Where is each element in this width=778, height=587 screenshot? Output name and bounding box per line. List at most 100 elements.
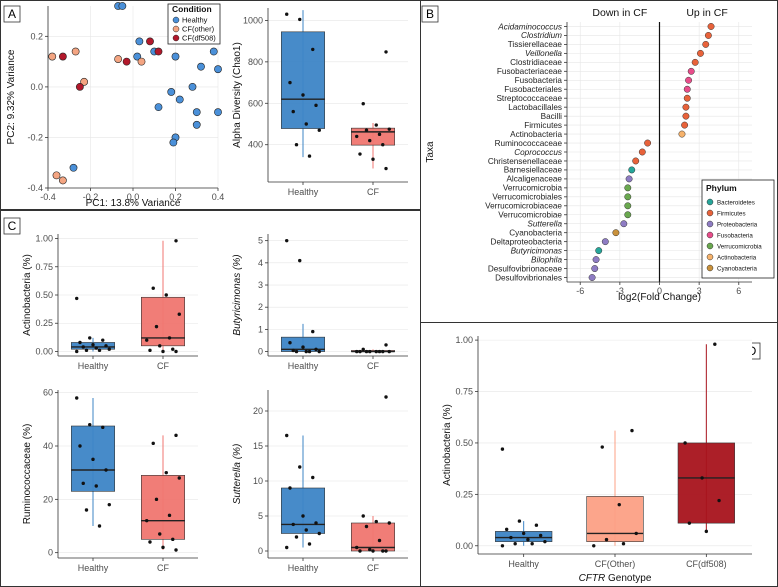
data-point xyxy=(381,349,385,354)
data-point xyxy=(517,519,522,523)
data-point xyxy=(158,532,162,536)
taxa-label: Alcaligenaceae xyxy=(506,175,562,184)
taxa-point xyxy=(678,130,686,138)
y-tick-label: 0.25 xyxy=(455,489,473,499)
data-point xyxy=(158,344,162,348)
legend-entry: CF(df508) xyxy=(182,34,216,43)
data-point xyxy=(164,293,168,297)
data-point xyxy=(361,102,365,106)
pca-point-cfdf508 xyxy=(154,47,163,56)
panel-letter-b: B xyxy=(426,7,434,21)
data-point xyxy=(364,128,369,132)
legend-swatch xyxy=(706,231,714,239)
data-point xyxy=(81,481,85,486)
legend-swatch xyxy=(172,34,180,42)
y-tick-label: 2 xyxy=(258,302,263,312)
data-point xyxy=(84,508,89,512)
sutterella-boxplot: 0 5 10 15 20 Healthy CF Sutterella (%) xyxy=(232,390,408,573)
legend-swatch xyxy=(706,253,714,261)
x-tick-label: 6 xyxy=(736,286,741,296)
taxa-point xyxy=(592,256,600,264)
taxa-label: Clostridium xyxy=(521,31,562,40)
taxa-point xyxy=(681,121,689,129)
data-point xyxy=(174,548,178,552)
taxa-point xyxy=(707,23,715,30)
data-point xyxy=(521,531,526,536)
taxa-point xyxy=(612,229,620,237)
taxa-point xyxy=(638,148,646,156)
taxa-point xyxy=(644,139,652,147)
x-tick-label: CF xyxy=(157,361,169,371)
data-point xyxy=(355,545,359,550)
data-point xyxy=(534,523,539,527)
butyricimonas-boxplot: 0 1 2 3 4 5 Healthy CF Butyricimonas (%) xyxy=(232,234,408,371)
data-point xyxy=(377,132,382,137)
data-point xyxy=(538,533,543,538)
y-tick-label: 0.00 xyxy=(455,541,473,551)
legend-entry: Healthy xyxy=(182,16,208,25)
data-point xyxy=(374,349,378,354)
x-tick-label: 0.4 xyxy=(212,192,225,202)
legend-swatch xyxy=(706,242,714,250)
pca-point-healthy xyxy=(133,52,142,61)
pca-point-healthy xyxy=(154,103,163,112)
x-tick-label: -3 xyxy=(616,286,624,296)
data-point xyxy=(75,296,79,301)
data-point xyxy=(285,433,289,438)
data-point xyxy=(717,498,721,503)
data-point xyxy=(148,540,152,544)
taxa-label: Sutterella xyxy=(527,220,562,229)
x-axis-label: CFTR Genotype xyxy=(579,573,652,584)
data-point xyxy=(543,539,547,544)
data-point xyxy=(97,348,102,353)
pca-point-cfdf508 xyxy=(75,82,84,91)
taxa-label: Lactobacillales xyxy=(508,103,562,112)
data-point xyxy=(387,127,391,131)
taxa-point xyxy=(702,40,710,48)
taxa-point xyxy=(682,112,690,120)
legend-title: Phylum xyxy=(706,183,737,193)
y-tick-label: 60 xyxy=(43,388,53,398)
pca-point-healthy xyxy=(209,47,218,56)
pca-point-healthy xyxy=(169,138,178,147)
pca-point-healthy xyxy=(175,95,184,104)
taxa-label: Streptococcaceae xyxy=(496,94,562,103)
data-point xyxy=(358,349,362,354)
data-point xyxy=(145,518,149,523)
taxa-label: Bacilli xyxy=(541,112,563,121)
data-point xyxy=(148,348,152,353)
header-up: Up in CF xyxy=(686,7,727,19)
pca-point-healthy xyxy=(135,37,144,46)
data-point xyxy=(94,346,98,350)
x-tick-label: 3 xyxy=(697,286,702,296)
pca-point-cfother xyxy=(48,52,57,61)
data-point xyxy=(314,521,318,525)
data-point xyxy=(304,122,308,126)
box xyxy=(280,336,325,352)
pca-point-cfother xyxy=(80,77,89,86)
pca-point-healthy xyxy=(69,163,78,172)
data-point xyxy=(368,349,372,354)
pca-point-cfother xyxy=(71,47,80,56)
taxa-label: Verrucomicrobiaceae xyxy=(485,202,562,211)
data-point xyxy=(317,349,321,354)
legend-swatch xyxy=(706,220,714,228)
data-point xyxy=(288,486,292,490)
data-point xyxy=(621,542,626,546)
data-point xyxy=(387,349,391,354)
data-point xyxy=(177,312,181,316)
data-point xyxy=(104,468,108,472)
y-axis-label: Actinobacteria (%) xyxy=(442,404,453,486)
y-axis-label: Alpha Diversity (Chao1) xyxy=(232,42,243,148)
data-point xyxy=(101,425,105,430)
data-point xyxy=(301,345,305,349)
data-point xyxy=(600,445,604,449)
taxa-label: Firmicutes xyxy=(524,121,562,130)
legend-entry: Cyanobacteria xyxy=(717,265,757,272)
pca-point-cfdf508 xyxy=(146,37,154,46)
x-axis-label: log2(Fold Change) xyxy=(618,292,701,303)
x-tick-label: -0.2 xyxy=(83,192,99,202)
data-point xyxy=(107,502,111,507)
data-point xyxy=(513,542,517,546)
ruminococcaceae-boxplot: 0 20 40 60 Healthy CF Ruminococcaceae (%) xyxy=(22,388,198,573)
